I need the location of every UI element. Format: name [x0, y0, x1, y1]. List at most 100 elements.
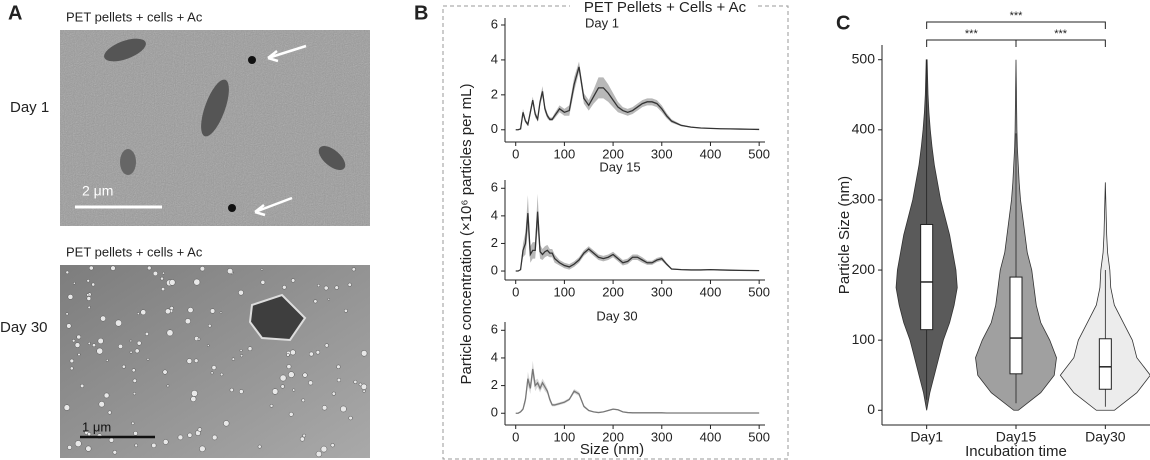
- y-tick-label: 0: [867, 401, 875, 417]
- nanoparticle: [197, 337, 201, 341]
- data-line: [515, 211, 760, 272]
- nanoparticle: [223, 420, 230, 427]
- nanoparticle: [177, 434, 184, 441]
- nanoparticle: [208, 323, 212, 328]
- nanoparticle: [184, 318, 191, 325]
- nanoparticle: [140, 309, 147, 316]
- y-tick-label: 4: [491, 349, 498, 364]
- cell: [318, 146, 346, 170]
- nanoparticle: [105, 359, 109, 362]
- nanoparticle: [219, 372, 224, 377]
- nanoparticle: [131, 368, 136, 373]
- significance-bracket: [1015, 39, 1106, 47]
- nanoparticle: [292, 388, 296, 392]
- nanoparticle: [229, 387, 234, 393]
- y-tick-label: 2: [491, 377, 498, 392]
- nanoparticle: [279, 374, 287, 382]
- nanoparticle: [69, 358, 75, 364]
- nanoparticle: [107, 410, 112, 415]
- arrow: [254, 196, 293, 217]
- x-tick-label: 0: [512, 146, 519, 161]
- image-label: Day 30: [0, 319, 48, 336]
- nanoparticle: [91, 282, 96, 287]
- nanoparticle: [353, 379, 358, 384]
- x-tick-label: 100: [554, 146, 576, 161]
- nanoparticle: [65, 312, 69, 316]
- micrograph: 1 μm: [60, 265, 370, 458]
- nanoparticle: [187, 432, 193, 438]
- nanoparticle: [197, 427, 202, 432]
- nanoparticle: [321, 405, 328, 411]
- nanoparticle: [166, 384, 170, 388]
- nanoparticle: [227, 268, 234, 275]
- nanoparticle: [207, 344, 210, 347]
- nanoparticle: [317, 284, 321, 288]
- nanoparticle: [336, 364, 341, 369]
- nanoparticle: [194, 358, 199, 363]
- image-caption: PET pellets + cells + Ac: [66, 244, 203, 259]
- y-tick-label: 0: [491, 121, 498, 136]
- nanoparticle: [347, 282, 352, 287]
- x-tick-label: 500: [748, 146, 770, 161]
- subplot-title: Day 30: [596, 308, 637, 323]
- nanoparticle: [301, 398, 306, 403]
- y-tick-label: 200: [852, 261, 876, 277]
- nanoparticle: [308, 351, 314, 357]
- y-tick-label: 4: [491, 51, 498, 66]
- image-label: Day 1: [10, 99, 49, 116]
- cell: [201, 79, 229, 137]
- x-tick-label: 400: [700, 429, 722, 444]
- nanoparticle: [87, 341, 91, 345]
- nanoparticle: [360, 350, 368, 357]
- nanoparticle: [331, 391, 336, 396]
- x-tick-label: 100: [554, 429, 576, 444]
- nanoparticle: [97, 337, 104, 345]
- nanoparticle: [69, 366, 74, 371]
- nanoparticle: [131, 421, 135, 425]
- nanoparticle: [324, 343, 329, 348]
- image-caption: PET pellets + cells + Ac: [66, 9, 203, 24]
- nanoparticle: [136, 340, 142, 346]
- nanoparticle: [282, 285, 287, 290]
- y-tick-label: 300: [852, 191, 876, 207]
- nanoparticle: [286, 353, 290, 357]
- x-tick-label: 200: [602, 429, 624, 444]
- nanoparticle: [86, 279, 90, 283]
- x-axis-label: Size (nm): [580, 441, 644, 458]
- x-tick-label: 200: [602, 146, 624, 161]
- y-tick-label: 2: [491, 86, 498, 101]
- x-tick-label: Day1: [910, 429, 943, 445]
- nanoparticle: [74, 440, 82, 447]
- x-tick-label: 200: [602, 284, 624, 299]
- nanoparticle: [74, 342, 81, 348]
- nanoparticle: [291, 278, 296, 283]
- nanoparticle: [92, 343, 96, 348]
- nanoparticle: [160, 276, 164, 281]
- y-axis-label: Particle Size (nm): [836, 176, 853, 294]
- box: [920, 223, 934, 331]
- significance-label: ***: [1010, 10, 1024, 22]
- nanoparticle: [80, 383, 85, 388]
- nanoparticle: [360, 383, 368, 390]
- nanoparticle: [152, 270, 158, 277]
- nanoparticle: [186, 358, 193, 364]
- x-tick-label: 500: [748, 284, 770, 299]
- nanoparticle: [257, 444, 262, 449]
- x-tick-label: 0: [512, 284, 519, 299]
- nanoparticle: [191, 390, 198, 397]
- panel-label: A: [8, 2, 22, 24]
- title-bg: [570, 0, 758, 14]
- nanoparticle: [260, 268, 264, 271]
- micrograph-bg: [60, 265, 370, 458]
- arrow: [267, 44, 307, 63]
- y-tick-label: 6: [491, 322, 498, 337]
- nanoparticle: [146, 357, 150, 361]
- nanoparticle: [193, 278, 201, 286]
- x-tick-label: 300: [651, 146, 673, 161]
- nanoparticle: [211, 434, 218, 441]
- nanoparticle: [67, 445, 72, 450]
- nanoparticle: [162, 369, 168, 375]
- nanoparticle: [63, 404, 71, 411]
- nanoparticle: [144, 331, 149, 336]
- nanoparticle: [115, 319, 122, 327]
